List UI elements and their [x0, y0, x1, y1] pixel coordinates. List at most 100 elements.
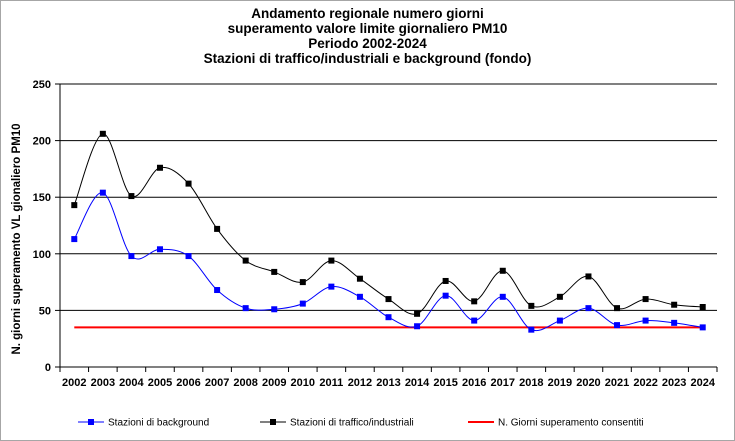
- data-point: [356, 293, 363, 300]
- legend-label: Stazioni di traffico/industriali: [290, 418, 414, 429]
- data-point: [414, 310, 421, 317]
- legend-swatch-marker: [88, 419, 94, 425]
- data-point: [299, 300, 306, 307]
- data-point: [99, 130, 106, 137]
- x-tick-label: 2011: [319, 377, 343, 389]
- series-line: [73, 192, 703, 332]
- x-tick-label: 2004: [119, 377, 144, 389]
- data-point: [556, 293, 563, 300]
- x-tick-label: 2022: [633, 377, 657, 389]
- x-tick-label: 2015: [433, 377, 457, 389]
- x-tick-label: 2010: [291, 377, 315, 389]
- x-tick-label: 2005: [148, 377, 172, 389]
- data-point: [214, 225, 221, 232]
- data-point: [614, 305, 621, 312]
- data-point: [528, 302, 535, 309]
- data-point: [156, 246, 163, 253]
- data-point: [242, 257, 249, 264]
- data-point: [499, 267, 506, 274]
- data-point: [156, 164, 163, 171]
- data-point: [71, 236, 78, 243]
- data-point: [299, 279, 306, 286]
- y-tick-label: 200: [33, 136, 51, 148]
- data-point: [271, 306, 278, 313]
- x-tick-label: 2021: [605, 377, 629, 389]
- legend-swatch-marker: [270, 419, 276, 425]
- y-tick-label: 0: [45, 362, 51, 374]
- legend-label: Stazioni di background: [108, 418, 209, 429]
- data-point: [642, 317, 649, 324]
- x-tick-label: 2003: [91, 377, 115, 389]
- series-0: [71, 189, 706, 333]
- y-axis-label: N. giorni superamento VL gionaliero PM10: [11, 123, 23, 354]
- data-point: [385, 314, 392, 321]
- chart-title-line-1: Andamento regionale numero giorni: [251, 6, 484, 21]
- x-tick-label: 2007: [205, 377, 229, 389]
- legend-item-1: Stazioni di traffico/industriali: [260, 418, 414, 429]
- data-point: [556, 317, 563, 324]
- data-point: [99, 189, 106, 196]
- data-point: [242, 305, 249, 312]
- x-tick-label: 2013: [376, 377, 400, 389]
- x-tick-label: 2009: [262, 377, 286, 389]
- data-point: [499, 293, 506, 300]
- data-point: [328, 283, 335, 290]
- data-point: [642, 296, 649, 303]
- axes: [55, 83, 718, 372]
- chart-title: Andamento regionale numero giorni supera…: [0, 6, 735, 66]
- data-point: [442, 292, 449, 299]
- y-tick-labels: 0 50 100 150 200 250: [33, 79, 51, 374]
- y-tick-label: 100: [33, 249, 51, 261]
- x-tick-label: 2016: [462, 377, 486, 389]
- data-point: [385, 296, 392, 303]
- x-tick-label: 2019: [548, 377, 572, 389]
- chart-title-line-4: Stazioni di traffico/industriali e backg…: [203, 51, 532, 66]
- series-line: [73, 133, 703, 315]
- y-tick-label: 250: [33, 79, 51, 91]
- series-1: [71, 130, 706, 317]
- data-point: [471, 317, 478, 324]
- data-point: [585, 305, 592, 312]
- x-tick-label: 2012: [348, 377, 372, 389]
- x-tick-label: 2017: [491, 377, 515, 389]
- x-tick-label: 2018: [519, 377, 543, 389]
- y-tick-label: 50: [39, 305, 51, 317]
- data-point: [414, 323, 421, 330]
- data-point: [471, 298, 478, 305]
- x-tick-label: 2020: [576, 377, 600, 389]
- data-point: [614, 322, 621, 329]
- data-point: [185, 253, 192, 260]
- data-point: [214, 287, 221, 294]
- x-tick-label: 2023: [662, 377, 686, 389]
- x-tick-label: 2008: [233, 377, 257, 389]
- legend-item-0: Stazioni di background: [78, 418, 209, 429]
- data-point: [671, 301, 678, 308]
- x-tick-labels: 2002 2003 2004 2005 2006 2007 2008 2009 2010 2011…: [62, 377, 716, 389]
- y-tick-label: 150: [33, 192, 51, 204]
- data-point: [185, 180, 192, 187]
- data-point: [585, 273, 592, 280]
- chart-title-line-2: superamento valore limite giornaliero PM…: [227, 21, 508, 36]
- chart-title-line-3: Periodo 2002-2024: [308, 36, 427, 51]
- data-point: [271, 268, 278, 275]
- data-point: [328, 257, 335, 264]
- legend: Stazioni di background Stazioni di traffi…: [78, 418, 644, 429]
- x-tick-label: 2002: [62, 377, 86, 389]
- gridlines: [60, 83, 717, 311]
- x-tick-label: 2024: [690, 377, 715, 389]
- data-point: [128, 253, 135, 260]
- data-point: [699, 304, 706, 311]
- data-series: [71, 130, 706, 333]
- data-point: [442, 277, 449, 284]
- x-tick-label: 2014: [405, 377, 430, 389]
- x-tick-label: 2006: [176, 377, 200, 389]
- data-point: [128, 193, 135, 200]
- data-point: [528, 326, 535, 333]
- data-point: [699, 324, 706, 331]
- data-point: [71, 202, 78, 209]
- data-point: [671, 319, 678, 326]
- data-point: [356, 275, 363, 282]
- legend-label: N. Giorni superamento consentiti: [498, 418, 644, 429]
- legend-item-2: N. Giorni superamento consentiti: [468, 418, 644, 429]
